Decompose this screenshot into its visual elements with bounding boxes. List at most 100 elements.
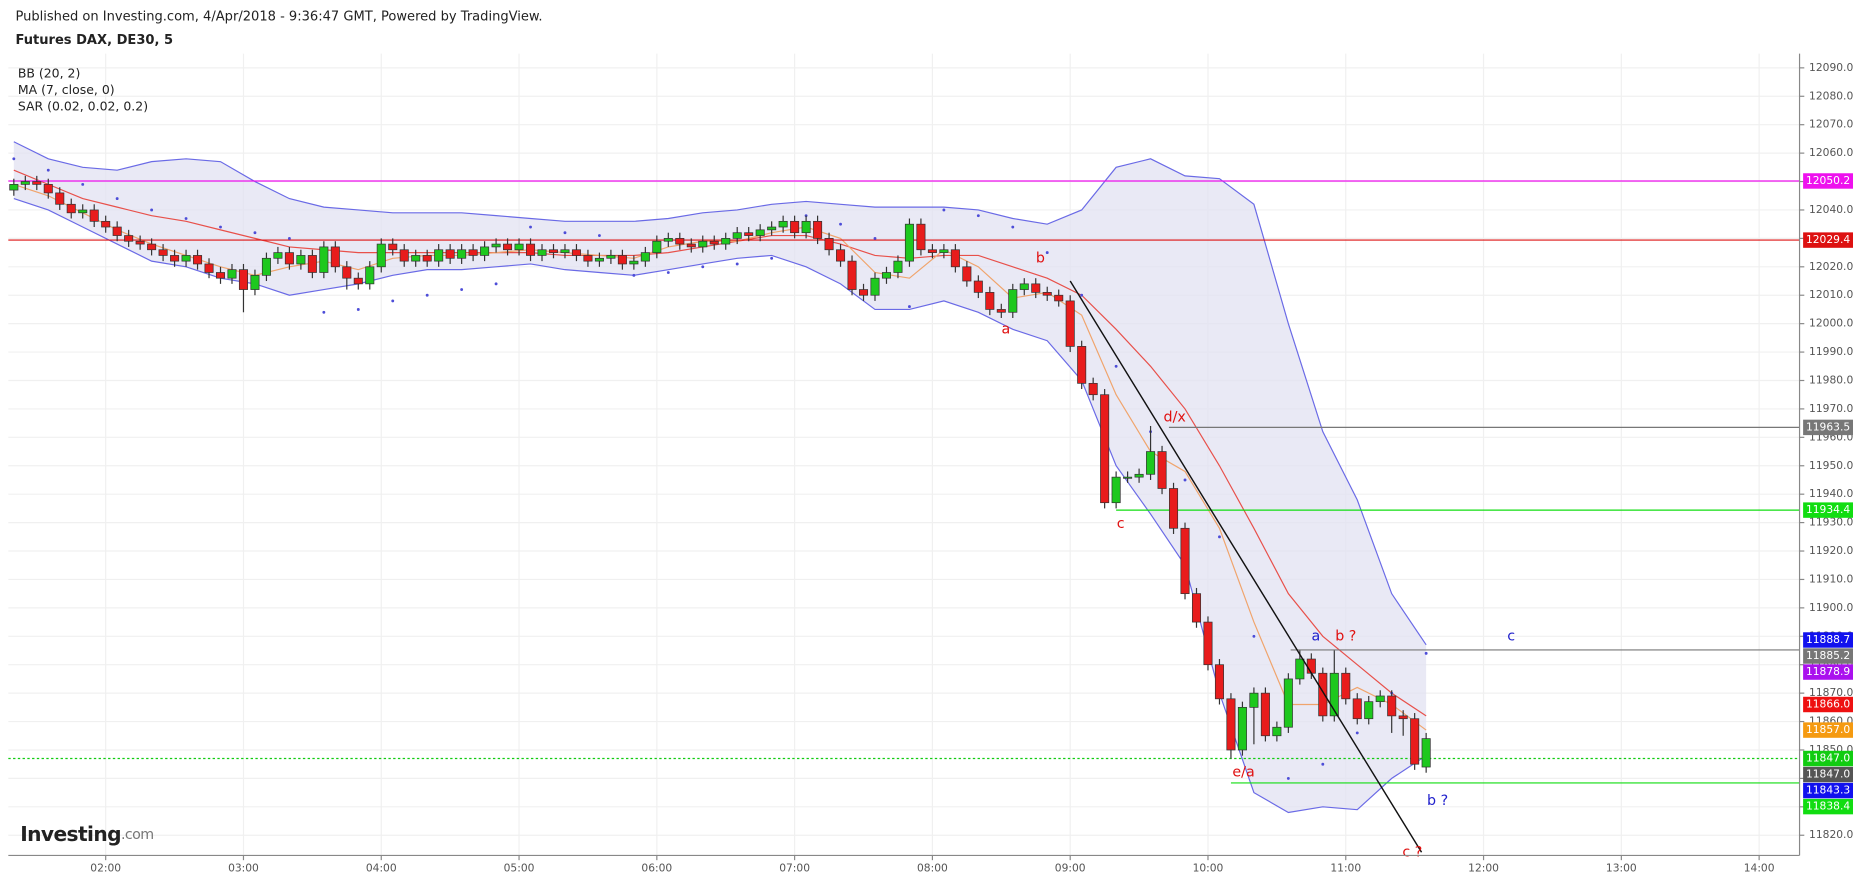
sar-dot [701, 265, 705, 269]
y-tick-label: 11990.0 [1809, 345, 1853, 358]
candle-body [307, 255, 317, 273]
price-label-box [1803, 232, 1853, 248]
sar-dot [322, 310, 326, 314]
candle-body [686, 243, 696, 248]
candle-body [1352, 698, 1362, 720]
wave-label: c [1507, 628, 1515, 644]
candle-body [1054, 294, 1064, 302]
sar-dot [253, 231, 257, 235]
y-tick-label: 11870.0 [1809, 686, 1853, 699]
y-tick-label: 11940.0 [1809, 487, 1853, 500]
candle-body [973, 280, 983, 293]
candle-body [353, 277, 363, 285]
sar-dot [1183, 478, 1187, 482]
candle-body [468, 249, 478, 256]
sar-dot [666, 271, 670, 274]
bollinger-lower [13, 198, 1427, 814]
candle-body [147, 243, 157, 251]
candle-body [1226, 698, 1236, 751]
candle-body [227, 269, 237, 279]
candle-body [1191, 593, 1202, 623]
candle-body [1398, 715, 1408, 720]
price-label-box [1803, 722, 1853, 738]
candle-body [20, 181, 30, 185]
candle-body [1329, 672, 1339, 717]
wave-label: a [1312, 628, 1321, 644]
sar-dot [597, 234, 601, 237]
candle-body [732, 232, 742, 239]
sar-dot [150, 208, 154, 212]
y-tick-label: 11950.0 [1809, 459, 1853, 472]
candle-body [548, 249, 559, 253]
x-tick-label: 09:00 [1055, 861, 1086, 874]
y-tick-label: 11900.0 [1809, 601, 1853, 614]
candle-body [1375, 695, 1385, 703]
candle-body [1169, 488, 1179, 529]
price-label-box [1803, 766, 1853, 783]
candle-body [135, 240, 145, 245]
candle-body [629, 260, 639, 265]
candle-body [698, 240, 708, 248]
candle-body [43, 184, 53, 194]
sar-dot [1045, 251, 1049, 255]
x-tick-label: 03:00 [228, 861, 259, 874]
candle-body [112, 226, 122, 236]
candle-body [916, 223, 926, 251]
candle-body [1157, 451, 1167, 489]
candle-body [193, 255, 203, 265]
sar-dot [1252, 634, 1256, 638]
candle-body [675, 238, 685, 245]
candle-body [514, 243, 524, 251]
price-label-box [1803, 782, 1853, 799]
sar-dot [563, 231, 567, 235]
trend-line [1069, 280, 1423, 853]
price-label-box [1803, 696, 1853, 713]
logo-brand: Investing [20, 822, 121, 846]
price-label: 11934.4 [1806, 503, 1850, 516]
candle-body [66, 203, 76, 214]
sar-dot [115, 197, 119, 201]
candle-body [434, 249, 444, 262]
candle-body [594, 257, 604, 262]
x-tick-label: 10:00 [1193, 861, 1224, 874]
candle-body [1100, 394, 1110, 504]
price-label: 11885.2 [1806, 649, 1850, 662]
sar-dot [287, 236, 291, 240]
candle-body [319, 246, 329, 273]
candle-body [480, 246, 490, 256]
symbol-title: Futures DAX, DE30, 5 [15, 33, 173, 48]
x-tick-label: 05:00 [504, 861, 535, 874]
sar-dot [46, 168, 50, 172]
candle-body [1042, 292, 1052, 296]
plot-area: a b c d/x e/a a b ? c b ? c ? [8, 141, 1800, 860]
price-label: 12029.4 [1806, 233, 1850, 246]
y-tick-label: 11930.0 [1809, 516, 1853, 529]
candle-body [1203, 621, 1213, 666]
candle-body [376, 243, 386, 268]
candle-body [445, 249, 455, 259]
x-tick-label: 06:00 [641, 861, 672, 874]
y-tick-label: 11910.0 [1809, 572, 1853, 585]
wave-label: c [1117, 516, 1125, 532]
sar-dot [1218, 535, 1221, 539]
candle-body [881, 272, 891, 279]
candle-body [583, 255, 593, 262]
x-tick-label: 12:00 [1468, 861, 1499, 874]
price-label-box [1803, 664, 1853, 680]
y-tick-label: 12020.0 [1809, 260, 1853, 273]
candle-body [422, 255, 432, 262]
sar-dot [735, 262, 739, 266]
sar-dot [942, 208, 946, 212]
candle-body [238, 269, 248, 290]
price-label: 11843.3 [1806, 784, 1850, 797]
candle-body [824, 238, 834, 251]
legend-item: BB (20, 2) [18, 65, 81, 80]
sar-dot [1424, 651, 1428, 655]
candle-body [250, 274, 260, 290]
candle-body [778, 220, 788, 228]
bollinger-upper [13, 141, 1427, 646]
candle-body [663, 238, 673, 242]
candle-body [1364, 701, 1374, 720]
sar-dot [976, 214, 980, 218]
